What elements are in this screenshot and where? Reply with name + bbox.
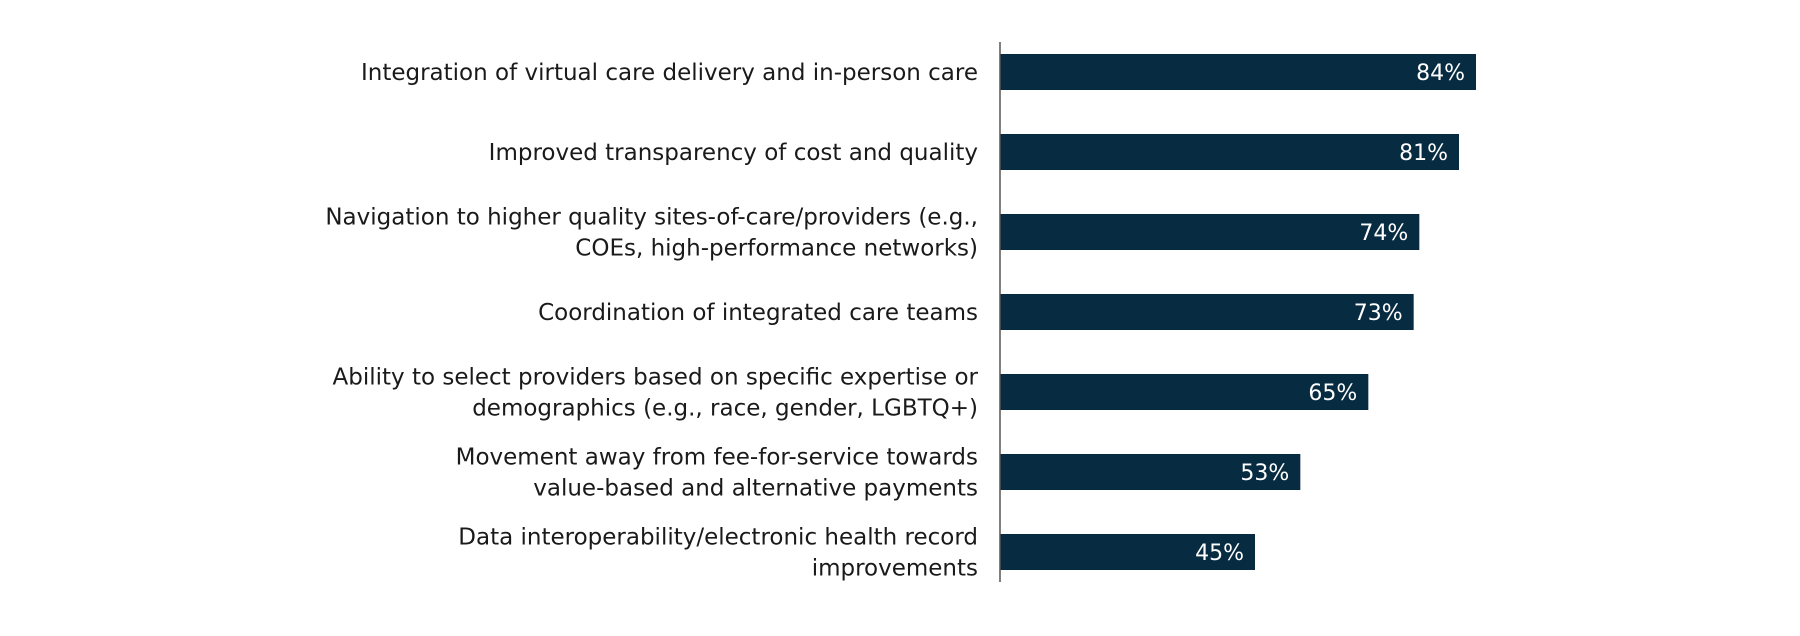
bar-value-label-1: 84% bbox=[1416, 61, 1465, 86]
category-label-line: value-based and alternative payments bbox=[533, 476, 978, 502]
category-label-line: COEs, high-performance networks) bbox=[575, 236, 978, 262]
bar-value-label-3: 74% bbox=[1359, 221, 1408, 246]
category-label-2: Improved transparency of cost and qualit… bbox=[489, 140, 978, 166]
category-label-6: Movement away from fee-for-service towar… bbox=[456, 445, 978, 502]
bar-6 bbox=[1000, 454, 1301, 490]
category-label-line: Movement away from fee-for-service towar… bbox=[456, 445, 978, 471]
category-label-line: demographics (e.g., race, gender, LGBTQ+… bbox=[472, 396, 978, 422]
bar-5 bbox=[1000, 374, 1369, 410]
category-label-3: Navigation to higher quality sites-of-ca… bbox=[325, 205, 978, 262]
category-label-line: improvements bbox=[812, 556, 978, 582]
category-label-4: Coordination of integrated care teams bbox=[538, 300, 978, 326]
bar-3 bbox=[1000, 214, 1420, 250]
bar-value-label-5: 65% bbox=[1308, 381, 1357, 406]
category-labels-group: Integration of virtual care delivery and… bbox=[325, 60, 978, 582]
bar-7 bbox=[1000, 534, 1255, 570]
category-label-line: Ability to select providers based on spe… bbox=[333, 365, 979, 391]
category-label-line: Navigation to higher quality sites-of-ca… bbox=[325, 205, 978, 231]
bar-2 bbox=[1000, 134, 1459, 170]
category-label-7: Data interoperability/electronic health … bbox=[458, 525, 978, 582]
bar-value-label-6: 53% bbox=[1240, 461, 1289, 486]
category-label-line: Improved transparency of cost and qualit… bbox=[489, 140, 978, 166]
bars-group: 84% 81% 74% 73% 65% 53% 45% bbox=[1000, 54, 1476, 570]
bar-value-label-2: 81% bbox=[1399, 141, 1448, 166]
bar-4 bbox=[1000, 294, 1414, 330]
category-label-1: Integration of virtual care delivery and… bbox=[361, 60, 978, 86]
category-label-5: Ability to select providers based on spe… bbox=[333, 365, 979, 422]
bar-value-label-7: 45% bbox=[1195, 541, 1244, 566]
category-label-line: Data interoperability/electronic health … bbox=[458, 525, 978, 551]
bar-value-label-4: 73% bbox=[1354, 301, 1403, 326]
bar-1 bbox=[1000, 54, 1476, 90]
category-label-line: Coordination of integrated care teams bbox=[538, 300, 978, 326]
category-label-line: Integration of virtual care delivery and… bbox=[361, 60, 978, 86]
